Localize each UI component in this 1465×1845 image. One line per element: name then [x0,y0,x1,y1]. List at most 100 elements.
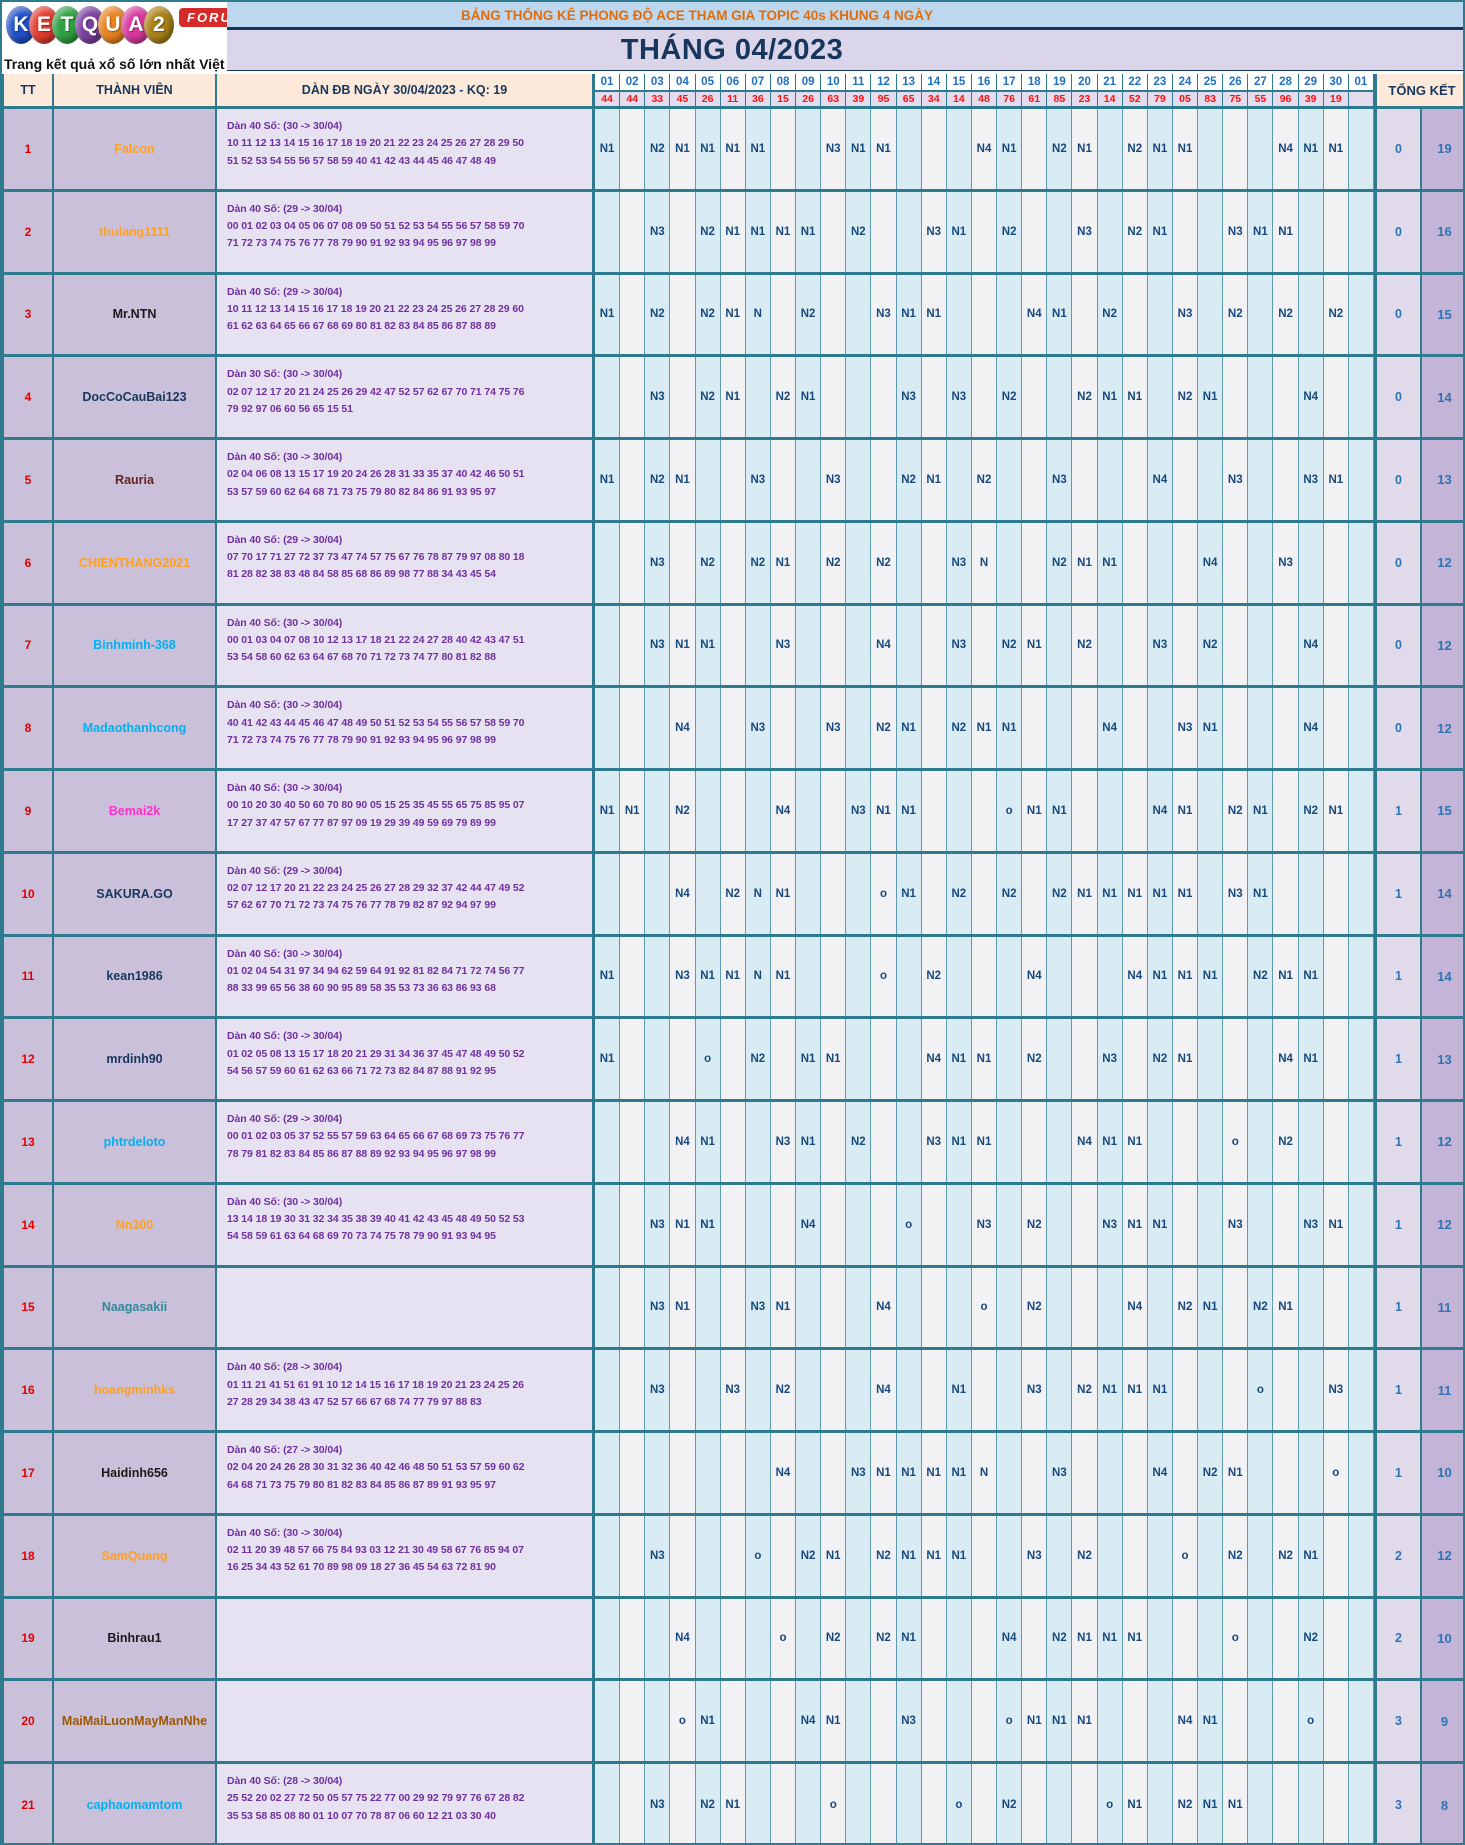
day-cell: N2 [695,1764,721,1843]
day-cell: N1 [946,1433,972,1513]
day-cell: N1 [1022,771,1048,851]
day-cell [720,1433,746,1513]
miss-count: 3 [1377,1681,1422,1761]
day-cell: N3 [1323,1350,1349,1430]
day-cell [620,1102,646,1182]
dan-title: Dàn 40 Số: (30 -> 30/04) [227,451,343,463]
member-cell: MaiMaiLuonMayManNhe [54,1681,217,1761]
day-cell [997,1019,1023,1099]
dan-title: Dàn 40 Số: (28 -> 30/04) [227,1775,343,1787]
day-cell: N3 [1047,1433,1073,1513]
day-cell [720,440,746,520]
member-row: 6 CHIENTHANG2021 Dàn 40 Số: (29 -> 30/04… [2,522,1463,606]
dan-title: Dàn 40 Số: (30 -> 30/04) [227,947,343,960]
day-header: 10 [821,74,847,91]
day-header: 15 [946,74,972,91]
day-cell [971,853,998,934]
day-result: 63 [821,92,847,106]
day-result: 48 [971,92,998,106]
day-cell [1223,688,1249,768]
day-cell [620,274,646,355]
dan-line2: 53 57 59 60 62 64 68 71 73 75 79 80 82 8… [227,485,496,498]
day-cell: N1 [770,1267,797,1348]
day-cell: N1 [1223,1433,1249,1513]
dan-line1: 02 07 12 17 20 21 22 23 24 25 26 27 28 2… [227,882,525,895]
dan-cell: Dàn 40 Số: (30 -> 30/04) 01 02 04 54 31 … [217,936,595,1017]
day-cell [620,1764,646,1843]
day-cell: N3 [921,191,947,272]
day-cell [896,191,922,272]
day-cell: N1 [946,1515,972,1596]
day-cell: N3 [971,1184,998,1265]
day-cell [1223,1681,1249,1761]
day-cell: N1 [1198,1764,1224,1843]
day-result: 96 [1273,92,1299,106]
member-name: caphaomamtom [86,1798,183,1813]
day-result: 44 [595,92,621,106]
day-cell [1022,191,1048,272]
day-cell: N2 [695,274,721,355]
total-count: 12 [1422,1184,1463,1265]
day-header: 13 [896,74,922,91]
day-cell: N2 [821,1598,847,1679]
day-cell [645,688,671,768]
day-cell: N3 [645,522,671,603]
day-cell [1147,522,1173,603]
day-cell [1122,522,1148,603]
day-cell: N1 [595,936,621,1017]
day-cell: N2 [1072,1515,1098,1596]
day-cell [1147,1102,1173,1182]
day-cell [997,522,1023,603]
day-result: 39 [846,92,872,106]
day-cell: N1 [971,1019,998,1099]
day-cell [1273,853,1299,934]
day-cell [796,936,822,1017]
day-cell [1348,522,1374,603]
day-cell [1122,605,1148,686]
day-header: 27 [1248,74,1274,91]
day-cell [821,1102,847,1182]
day-cell [720,1598,746,1679]
total-count: 13 [1422,440,1463,520]
title-band: THÁNG 04/2023 [227,30,1463,71]
day-cell [1348,1102,1374,1182]
day-cell: N1 [620,771,646,851]
day-cell [695,1267,721,1348]
day-cell: N1 [1198,1681,1224,1761]
day-cell [971,605,998,686]
day-cell [1248,1681,1274,1761]
row-index: 11 [2,936,54,1017]
row-index: 1 [2,109,54,189]
member-name: kean1986 [106,969,163,984]
day-cell [896,1350,922,1430]
banner-title: BẢNG THỐNG KÊ PHONG ĐỘ ACE THAM GIA TOPI… [460,8,934,23]
day-cell: N2 [1022,1184,1048,1265]
day-cell: N1 [1323,440,1349,520]
day-cell: N2 [645,274,671,355]
day-cell [946,936,972,1017]
day-cell [1248,1598,1274,1679]
member-name: SAKURA.GO [96,886,173,901]
day-cell: N1 [1122,1102,1148,1182]
day-cell: N4 [1298,605,1324,686]
dan-title: Dàn 40 Số: (29 -> 30/04) [227,864,343,877]
dan-line2: 54 58 59 61 63 64 68 69 70 73 74 75 78 7… [227,1230,496,1243]
row-index: 19 [2,1598,54,1679]
day-cell: N3 [745,688,771,768]
day-cell: N1 [1273,936,1299,1017]
day-cell [971,936,998,1017]
day-result: 79 [1147,92,1173,106]
day-cell [871,1681,897,1761]
dan-line2: 71 72 73 74 75 76 77 78 79 90 91 92 93 9… [227,237,496,250]
day-cell [846,605,872,686]
day-cell [595,1515,621,1596]
day-cell [1047,1267,1073,1348]
header-tt: TT [2,74,54,106]
day-result: 11 [720,92,746,106]
day-cell: N3 [770,1102,797,1182]
day-cell: N2 [871,1515,897,1596]
day-cell [1298,1350,1324,1430]
member-name: SamQuang [101,1548,168,1563]
day-cell [1248,274,1274,355]
day-cell [1047,1019,1073,1099]
